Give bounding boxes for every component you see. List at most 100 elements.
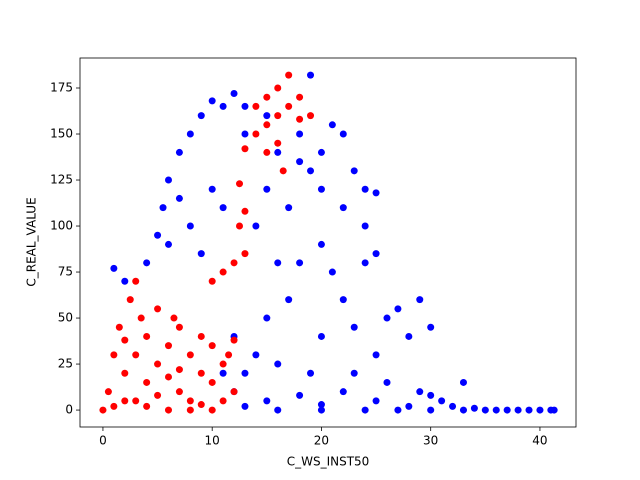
- x-axis-label: C_WS_INST50: [287, 455, 370, 469]
- point: [241, 145, 249, 153]
- point: [121, 369, 129, 377]
- point: [241, 402, 249, 410]
- point: [126, 296, 134, 304]
- x-tick-label: 0: [99, 434, 107, 448]
- point: [230, 90, 238, 98]
- point: [459, 406, 467, 414]
- point: [132, 397, 140, 405]
- point: [159, 204, 167, 212]
- point: [219, 360, 227, 368]
- point: [121, 397, 129, 405]
- point: [104, 388, 112, 396]
- point: [115, 323, 123, 331]
- point: [170, 314, 178, 322]
- y-axis-label: C_REAL_VALUE: [25, 197, 39, 286]
- point: [285, 296, 293, 304]
- point: [274, 112, 282, 120]
- point: [154, 391, 162, 399]
- point: [296, 259, 304, 267]
- y-tick-label: 125: [50, 173, 73, 187]
- point: [350, 323, 358, 331]
- x-tick-label: 20: [314, 434, 329, 448]
- point: [175, 148, 183, 156]
- point: [372, 189, 380, 197]
- point: [274, 148, 282, 156]
- point: [427, 406, 435, 414]
- point: [241, 102, 249, 110]
- point: [274, 259, 282, 267]
- point: [143, 259, 151, 267]
- point: [241, 369, 249, 377]
- point: [208, 277, 216, 285]
- point: [208, 185, 216, 193]
- point: [383, 314, 391, 322]
- point: [394, 406, 402, 414]
- point: [350, 167, 358, 175]
- point: [263, 93, 271, 101]
- y-tick-label: 25: [58, 357, 73, 371]
- point: [328, 121, 336, 129]
- point: [525, 406, 533, 414]
- point: [164, 406, 172, 414]
- point: [361, 222, 369, 230]
- point: [208, 342, 216, 350]
- point: [186, 130, 194, 138]
- point: [219, 268, 227, 276]
- point: [164, 176, 172, 184]
- point: [550, 406, 558, 414]
- marks: [99, 71, 558, 414]
- point: [339, 130, 347, 138]
- point: [307, 71, 315, 79]
- point: [197, 369, 205, 377]
- point: [175, 388, 183, 396]
- point: [405, 402, 413, 410]
- point: [307, 369, 315, 377]
- plot-frame: [79, 57, 577, 428]
- point: [164, 342, 172, 350]
- x-tick-label: 40: [532, 434, 547, 448]
- point: [317, 240, 325, 248]
- point: [350, 369, 358, 377]
- point: [503, 406, 511, 414]
- point: [339, 388, 347, 396]
- point: [154, 305, 162, 313]
- point: [263, 397, 271, 405]
- point: [372, 250, 380, 258]
- point: [285, 102, 293, 110]
- point: [279, 167, 287, 175]
- point: [197, 112, 205, 120]
- point: [296, 130, 304, 138]
- point: [296, 115, 304, 123]
- point: [317, 332, 325, 340]
- point: [274, 406, 282, 414]
- point: [296, 158, 304, 166]
- point: [317, 148, 325, 156]
- point: [197, 250, 205, 258]
- point: [416, 296, 424, 304]
- point: [296, 93, 304, 101]
- point: [252, 102, 260, 110]
- point: [110, 402, 118, 410]
- point: [372, 351, 380, 359]
- point: [186, 222, 194, 230]
- point: [175, 194, 183, 202]
- point: [263, 185, 271, 193]
- point: [219, 397, 227, 405]
- point: [110, 351, 118, 359]
- point: [274, 360, 282, 368]
- point: [208, 378, 216, 386]
- point: [536, 406, 544, 414]
- point: [137, 314, 145, 322]
- point: [241, 250, 249, 258]
- point: [459, 378, 467, 386]
- point: [307, 167, 315, 175]
- point: [296, 391, 304, 399]
- point: [394, 305, 402, 313]
- point: [186, 351, 194, 359]
- point: [164, 373, 172, 381]
- point: [339, 204, 347, 212]
- x-tick-label: 30: [423, 434, 438, 448]
- point: [263, 314, 271, 322]
- x-tick-label: 10: [205, 434, 220, 448]
